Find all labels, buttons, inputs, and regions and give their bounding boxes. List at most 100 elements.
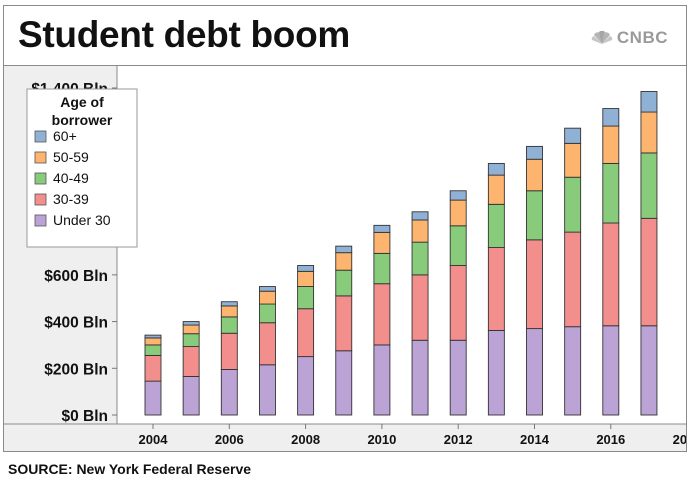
y-tick-label: $0 Bln — [61, 408, 108, 425]
bar-segment — [220, 305, 238, 318]
bar-segment — [411, 219, 429, 243]
bar-segment — [602, 162, 620, 224]
legend-swatch — [34, 214, 47, 227]
bar-segment — [602, 222, 620, 327]
bar-segment — [220, 332, 238, 370]
legend-swatch — [34, 193, 47, 206]
bar-segment — [182, 376, 200, 416]
legend-label: 30-39 — [53, 191, 89, 207]
bar-segment — [564, 176, 582, 233]
bar-segment — [258, 322, 276, 366]
bar-segment — [182, 321, 200, 326]
bar-segment — [640, 91, 658, 113]
bar-segment — [526, 190, 543, 241]
bar-segment — [640, 152, 658, 219]
stacked-bar-chart: $0 Bln$200 Bln$400 Bln$600 Bln$800 Bln$1… — [4, 66, 686, 451]
bar-segment — [487, 203, 505, 248]
bar-segment — [373, 283, 391, 346]
y-tick-label: $200 Bln — [44, 361, 108, 378]
x-tick-label: 2012 — [444, 432, 473, 447]
source-note: SOURCE: New York Federal Reserve — [8, 461, 252, 477]
x-tick-label: 2006 — [215, 432, 244, 447]
chart-frame: Student debt boom CNBC $0 Bln $200 Bln $40… — [3, 5, 687, 452]
bar-segment — [220, 316, 238, 334]
bar-segment — [411, 339, 429, 416]
x-tick-label: 2004 — [139, 432, 169, 447]
chart-title: Student debt boom — [18, 14, 350, 55]
bar-segment — [335, 269, 353, 297]
y-tick-label: $400 Bln — [44, 315, 108, 332]
bar-segment — [335, 245, 353, 254]
bar-segment — [564, 326, 582, 416]
bar-segment — [602, 325, 620, 416]
bar-segment — [564, 142, 582, 178]
bar-segment — [144, 337, 162, 346]
bar-segment — [487, 174, 505, 205]
bar-segment — [182, 346, 200, 377]
bar-segment — [373, 344, 391, 416]
bar-segment — [144, 354, 162, 382]
bar-segment — [411, 241, 429, 276]
legend-label: 40-49 — [53, 170, 89, 186]
bar-segment — [182, 324, 200, 335]
bar-segment — [640, 111, 658, 154]
bar-segment — [449, 199, 467, 227]
x-axis: 2004 2006 2008 2010 2012 2014 2016 2018 — [4, 423, 686, 451]
bar-segment — [487, 330, 505, 416]
bar-segment — [335, 350, 353, 416]
bar-segment — [297, 356, 315, 416]
logo-text: CNBC — [616, 28, 668, 47]
bar-segment — [487, 247, 505, 331]
bar-segment — [220, 301, 238, 307]
x-tick-label: 2010 — [367, 432, 396, 447]
bar-segment — [182, 333, 200, 348]
legend-label: 50-59 — [53, 149, 89, 165]
bar-segment — [449, 265, 467, 341]
bar-segment — [526, 158, 543, 192]
bar-segment — [144, 344, 162, 356]
legend-swatch — [34, 172, 47, 185]
legend-swatch — [34, 151, 47, 164]
bar-segment — [258, 286, 276, 292]
bar-segment — [335, 252, 353, 271]
x-tick-label: 2014 — [520, 432, 550, 447]
cnbc-logo: CNBC — [591, 28, 668, 48]
bar-segment — [373, 252, 391, 285]
bar-segment — [297, 270, 315, 287]
x-tick-label: 2008 — [291, 432, 320, 447]
bar-segment — [258, 364, 276, 416]
peacock-icon — [591, 31, 613, 44]
bar-segment — [220, 369, 238, 416]
legend-label: 60+ — [53, 128, 77, 144]
x-tick-label: 2018 — [673, 432, 686, 447]
bar-segment — [449, 225, 467, 266]
bar-segment — [144, 380, 162, 416]
bar-segment — [297, 308, 315, 358]
bars — [144, 91, 658, 416]
bar-segment — [258, 303, 276, 324]
bar-segment — [335, 295, 353, 352]
bar-segment — [297, 286, 315, 310]
bar-segment — [411, 274, 429, 341]
bar-segment — [373, 231, 391, 254]
bar-segment — [258, 290, 276, 305]
y-tick-label: $600 Bln — [44, 268, 108, 285]
bar-segment — [526, 328, 543, 416]
legend-title: Age of borrower — [52, 94, 113, 128]
legend-label: Under 30 — [53, 212, 111, 228]
x-tick-label: 2016 — [596, 432, 625, 447]
bar-segment — [411, 211, 429, 221]
bar-segment — [373, 224, 391, 233]
bar-segment — [144, 334, 162, 339]
bar-segment — [564, 127, 582, 144]
bar-segment — [602, 125, 620, 164]
title-bar: Student debt boom CNBC — [4, 6, 686, 66]
x-axis-background — [4, 424, 686, 451]
bar-segment — [526, 145, 543, 160]
bar-segment — [602, 108, 620, 127]
bar-segment — [297, 265, 315, 272]
bar-segment — [449, 339, 467, 416]
legend-swatch — [34, 130, 47, 143]
bar-segment — [449, 190, 467, 201]
